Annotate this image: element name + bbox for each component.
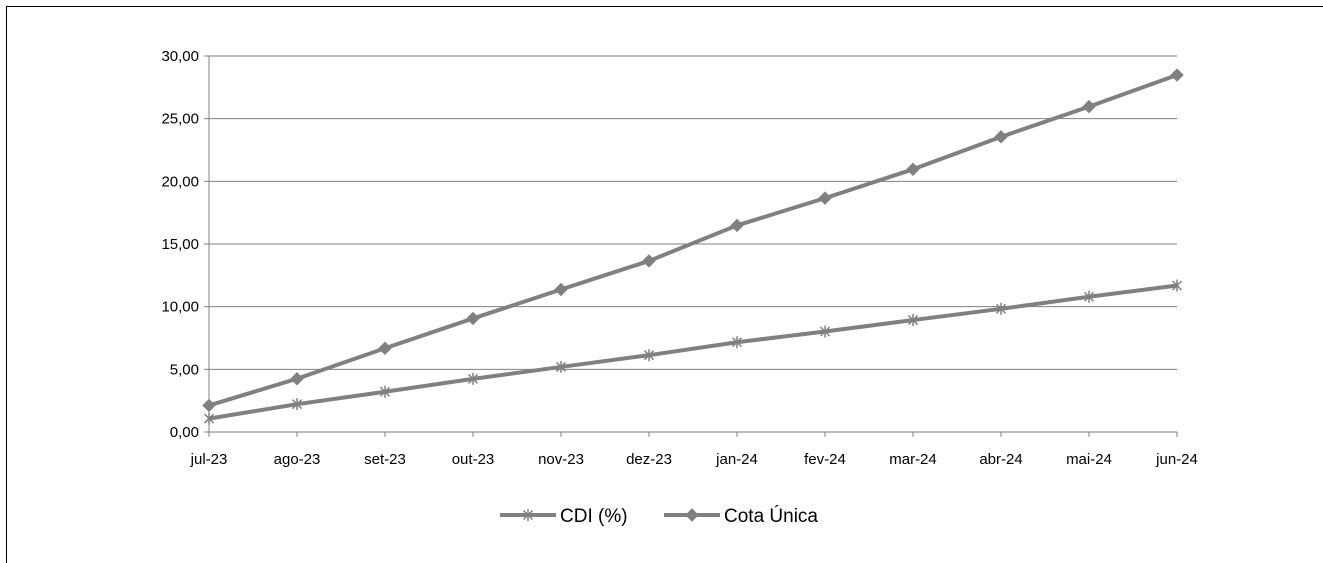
data-point [906, 162, 920, 177]
y-tick-label: 30,00 [161, 48, 199, 65]
data-point [642, 254, 656, 268]
legend-label-cdi: CDI (%) [560, 506, 628, 527]
data-point [730, 218, 744, 233]
x-tick-label: abr-24 [979, 451, 1022, 468]
data-point [554, 282, 568, 297]
x-tick-label: out-23 [452, 451, 495, 468]
data-point [291, 398, 303, 411]
x-tick-label: dez-23 [626, 451, 672, 468]
data-point [290, 372, 304, 386]
data-point [995, 302, 1007, 315]
data-point [818, 191, 832, 205]
legend-marker-symbol [685, 508, 699, 522]
data-point [379, 385, 391, 398]
x-tick-label: jun-24 [1155, 451, 1198, 468]
data-point [203, 412, 215, 425]
series-group [202, 68, 1184, 425]
data-point [467, 372, 479, 385]
series-cota-unica [202, 68, 1184, 413]
data-point [1170, 68, 1184, 82]
x-tick-label: jul-23 [190, 451, 228, 468]
y-tick-label: 20,00 [161, 173, 199, 190]
data-point [555, 360, 567, 373]
legend-item-cota-unica: Cota Única [664, 505, 818, 527]
x-axis-ticks: jul-23 ago-23 set-23 out-23 nov-23 dez-23 jan-… [190, 432, 1198, 468]
data-point [1082, 99, 1096, 114]
x-tick-label: nov-23 [538, 451, 584, 468]
data-point [731, 336, 743, 349]
legend: CDI (%) Cota Única [500, 505, 818, 527]
y-tick-label: 15,00 [161, 236, 199, 253]
legend-marker-symbol [522, 509, 534, 521]
x-tick-label: mai-24 [1066, 451, 1112, 468]
data-point [643, 349, 655, 362]
legend-item-cdi: CDI (%) [500, 506, 628, 527]
gridlines [209, 55, 1177, 370]
data-point [1083, 290, 1095, 303]
x-tick-label: jan-24 [715, 451, 758, 468]
y-tick-label: 25,00 [161, 111, 199, 128]
data-point [378, 341, 392, 355]
series-cdi [203, 279, 1183, 425]
x-tick-label: fev-24 [804, 451, 846, 468]
series-line [208, 73, 1178, 408]
legend-marker-cota-unica [685, 508, 699, 522]
y-tick-label: 0,00 [170, 424, 199, 441]
data-point [819, 325, 831, 338]
x-tick-label: set-23 [364, 451, 406, 468]
data-point [994, 130, 1008, 144]
data-point [907, 314, 919, 327]
data-point [202, 398, 216, 413]
data-point [466, 311, 480, 326]
x-tick-label: mar-24 [889, 451, 937, 468]
x-tick-label: ago-23 [274, 451, 321, 468]
y-tick-label: 10,00 [161, 299, 199, 316]
series-line [208, 283, 1178, 421]
y-axis-ticks: 0,00 5,00 10,00 15,00 20,00 25,00 30,00 [161, 48, 209, 441]
y-tick-label: 5,00 [170, 361, 199, 378]
chart-frame [6, 6, 1323, 563]
legend-marker-cdi [522, 509, 534, 521]
data-point [1171, 279, 1183, 292]
legend-label-cota-unica: Cota Única [724, 505, 818, 527]
